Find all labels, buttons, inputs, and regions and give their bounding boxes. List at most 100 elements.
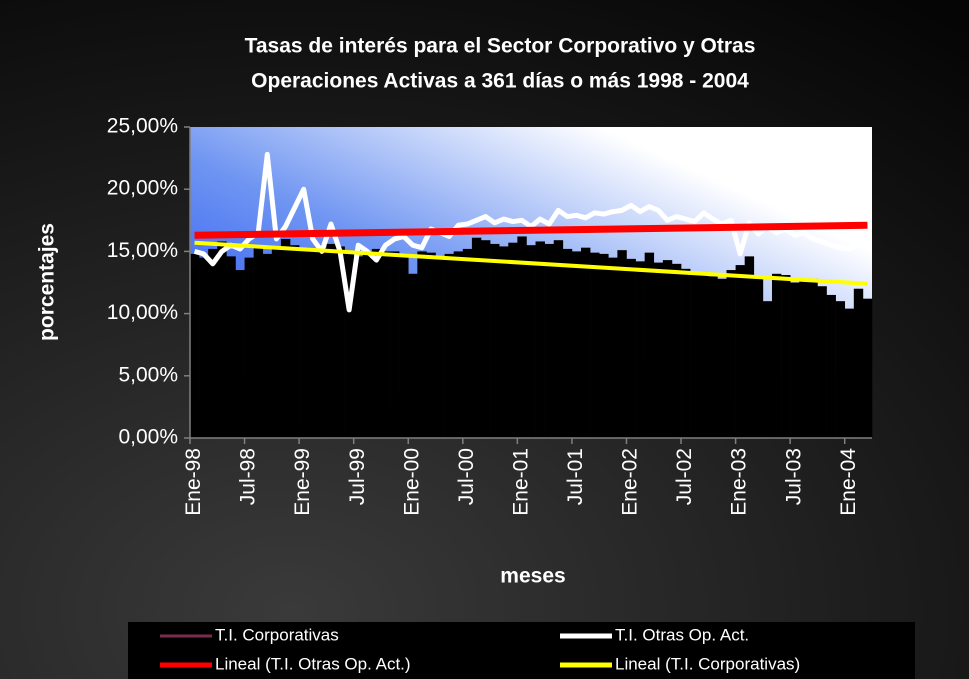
bar <box>699 273 709 438</box>
bar <box>217 241 227 438</box>
bar <box>244 257 254 438</box>
bar <box>353 256 364 438</box>
bar <box>799 281 809 438</box>
x-tick-label: Ene-03 <box>728 448 751 516</box>
bar <box>817 286 827 438</box>
bar <box>544 243 555 438</box>
bar <box>681 268 691 438</box>
bar <box>653 262 664 438</box>
bar <box>717 278 727 438</box>
trend-line <box>194 221 868 239</box>
bar <box>662 260 673 438</box>
bar <box>808 278 818 438</box>
bar <box>335 246 345 438</box>
bar <box>326 243 336 438</box>
legend-label: T.I. Corporativas <box>215 625 339 644</box>
bar <box>208 248 218 438</box>
bar <box>271 248 282 438</box>
bar <box>635 261 645 438</box>
bar <box>490 243 500 438</box>
bar <box>753 276 764 438</box>
y-axis-title: porcentajes <box>36 223 59 341</box>
bar <box>735 265 745 438</box>
bar <box>590 252 600 438</box>
y-tick-label: 15,00% <box>107 239 178 262</box>
bar <box>280 238 291 438</box>
x-tick-label: Ene-98 <box>182 448 205 516</box>
bar <box>835 301 846 438</box>
bar <box>762 301 773 438</box>
trend-line <box>194 240 868 286</box>
bar <box>562 248 573 438</box>
bar <box>671 263 682 438</box>
bar <box>408 273 418 438</box>
bar <box>726 270 736 438</box>
bar <box>853 288 864 438</box>
legend-label: Lineal (T.I. Otras Op. Act.) <box>215 654 411 673</box>
bar <box>344 251 354 438</box>
bar <box>462 248 473 438</box>
bar <box>571 251 582 438</box>
bar <box>844 308 855 438</box>
bar <box>226 256 236 438</box>
bar <box>190 253 200 438</box>
x-tick-label: Jul-03 <box>782 448 805 505</box>
bar <box>608 257 618 438</box>
x-tick-label: Jul-99 <box>346 448 369 505</box>
bar <box>435 256 445 438</box>
legend <box>128 622 915 679</box>
chart-title: Tasas de interés para el Sector Corporat… <box>245 35 756 58</box>
bar <box>390 251 400 438</box>
bar <box>553 240 564 438</box>
bar <box>535 241 545 438</box>
y-tick-label: 0,00% <box>118 426 178 449</box>
y-tick-label: 25,00% <box>107 115 178 138</box>
bar <box>317 247 327 438</box>
bar <box>362 251 373 438</box>
bar <box>771 273 782 438</box>
bar <box>199 257 209 438</box>
bar <box>399 253 409 438</box>
bar <box>508 242 518 438</box>
chart-title: Operaciones Activas a 361 días o más 199… <box>251 70 749 93</box>
bar <box>708 276 718 438</box>
bar <box>371 248 382 438</box>
x-tick-label: Ene-99 <box>291 448 314 516</box>
x-tick-label: Jul-00 <box>455 448 478 505</box>
x-tick-label: Jul-02 <box>673 448 696 505</box>
bar <box>453 251 464 438</box>
bar <box>526 245 536 438</box>
bar <box>253 245 264 438</box>
x-tick-label: Ene-04 <box>837 448 860 516</box>
bar <box>480 240 491 438</box>
legend-label: T.I. Otras Op. Act. <box>615 625 749 644</box>
bar <box>417 251 427 438</box>
bar <box>626 258 636 438</box>
legend-label: Lineal (T.I. Corporativas) <box>615 654 800 673</box>
x-tick-label: Ene-01 <box>509 448 532 516</box>
x-tick-label: Jul-98 <box>237 448 260 505</box>
bar <box>617 250 627 438</box>
bar <box>790 282 800 438</box>
bar <box>862 298 873 438</box>
bar <box>781 275 791 438</box>
y-tick-label: 20,00% <box>107 177 178 200</box>
y-tick-label: 10,00% <box>107 301 178 324</box>
bar <box>308 251 318 438</box>
bar <box>599 253 609 438</box>
bar <box>744 256 755 438</box>
bar <box>471 237 482 438</box>
bar <box>235 270 245 438</box>
bar <box>581 247 591 438</box>
bar <box>690 272 700 438</box>
bar <box>290 245 300 438</box>
bar <box>299 248 309 438</box>
x-axis-title: meses <box>500 565 565 588</box>
x-tick-label: Ene-02 <box>619 448 642 516</box>
bar <box>426 252 436 438</box>
x-tick-label: Ene-00 <box>400 448 423 516</box>
x-tick-label: Jul-01 <box>564 448 587 505</box>
bar <box>380 251 391 438</box>
bar <box>517 236 527 438</box>
